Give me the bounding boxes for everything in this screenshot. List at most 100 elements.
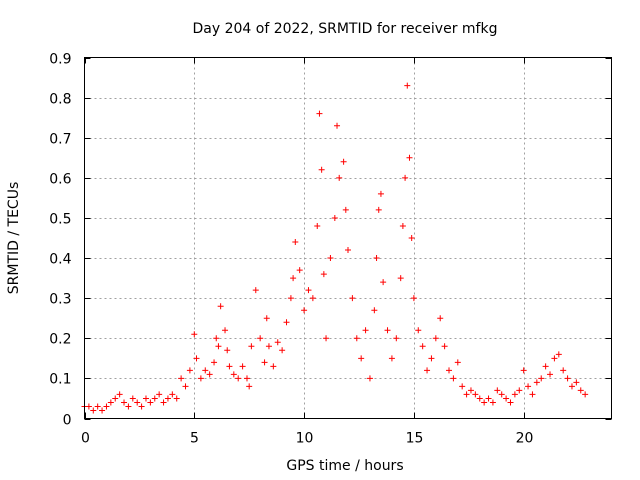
data-point <box>564 375 571 382</box>
data-point <box>279 347 286 354</box>
data-point <box>211 359 218 366</box>
data-point <box>334 122 341 129</box>
data-point <box>138 403 145 410</box>
data-point <box>450 375 457 382</box>
data-point <box>476 395 483 402</box>
data-point <box>377 190 384 197</box>
data-point <box>191 331 198 338</box>
data-point <box>283 319 290 326</box>
data-point <box>121 399 128 406</box>
data-point <box>248 343 255 350</box>
data-point <box>424 367 431 374</box>
data-point <box>340 158 347 165</box>
axis-tick-labels: 0 0.1 0.2 0.3 0.4 0.5 0.6 0.7 0.8 0.9 0 5 10 15 20 <box>49 52 533 447</box>
y-tick-label: 0.2 <box>49 332 71 348</box>
y-axis-label: SRMTID / TECUs <box>6 182 22 295</box>
data-point <box>316 110 323 117</box>
data-point <box>309 295 316 302</box>
srmtid-series <box>81 82 589 414</box>
data-point <box>446 367 453 374</box>
data-point <box>160 399 167 406</box>
data-point <box>156 391 163 398</box>
data-point <box>213 335 220 342</box>
data-point <box>182 383 189 390</box>
data-point <box>224 347 231 354</box>
data-point <box>314 222 321 229</box>
data-point <box>263 315 270 322</box>
data-point <box>463 391 470 398</box>
data-point <box>112 395 119 402</box>
y-tick-label: 0 <box>63 413 72 429</box>
data-point <box>410 295 417 302</box>
data-point <box>373 255 380 262</box>
data-point <box>489 399 496 406</box>
data-point <box>397 275 404 282</box>
y-tick-label: 0.9 <box>49 52 71 68</box>
y-tick-label: 0.5 <box>49 212 71 228</box>
y-tick-label: 0.8 <box>49 92 71 108</box>
data-point <box>441 343 448 350</box>
data-point <box>342 206 349 213</box>
data-point <box>419 343 426 350</box>
data-point <box>222 327 229 334</box>
data-point <box>301 307 308 314</box>
data-point <box>573 379 580 386</box>
data-point <box>235 375 242 382</box>
data-point <box>173 395 180 402</box>
data-point <box>261 359 268 366</box>
data-point <box>529 391 536 398</box>
y-tick-label: 0.7 <box>49 132 71 148</box>
data-point <box>147 399 154 406</box>
data-point <box>206 371 213 378</box>
data-point <box>349 295 356 302</box>
data-point <box>116 391 123 398</box>
data-point <box>437 315 444 322</box>
data-point <box>85 403 92 410</box>
data-point <box>399 222 406 229</box>
x-tick-label: 20 <box>516 431 534 447</box>
data-point <box>270 363 277 370</box>
data-point <box>551 355 558 362</box>
data-point <box>99 407 106 414</box>
data-point <box>178 375 185 382</box>
data-point <box>353 335 360 342</box>
data-point <box>467 387 474 394</box>
data-point <box>125 403 132 410</box>
data-point <box>215 343 222 350</box>
data-point <box>327 255 334 262</box>
x-axis-label: GPS time / hours <box>286 458 403 474</box>
data-point <box>516 387 523 394</box>
data-point <box>107 399 114 406</box>
y-tick-label: 0.4 <box>49 252 71 268</box>
data-point <box>384 327 391 334</box>
data-point <box>498 391 505 398</box>
chart-title: Day 204 of 2022, SRMTID for receiver mfk… <box>193 21 498 37</box>
data-point <box>296 267 303 274</box>
data-point <box>555 351 562 358</box>
data-point <box>375 206 382 213</box>
data-point <box>243 375 250 382</box>
data-point <box>428 355 435 362</box>
data-point <box>393 335 400 342</box>
data-point <box>323 335 330 342</box>
data-point <box>459 383 466 390</box>
data-point <box>164 395 171 402</box>
data-point <box>404 82 411 89</box>
data-point <box>287 295 294 302</box>
data-point <box>358 355 365 362</box>
x-tick-label: 5 <box>190 431 199 447</box>
data-point <box>568 383 575 390</box>
data-point <box>292 239 299 246</box>
data-point <box>129 395 136 402</box>
data-point <box>305 287 312 294</box>
data-point <box>318 166 325 173</box>
data-point <box>366 375 373 382</box>
data-point <box>503 395 510 402</box>
data-point <box>230 371 237 378</box>
data-point <box>511 391 518 398</box>
data-point <box>454 359 461 366</box>
data-point <box>257 335 264 342</box>
data-point <box>345 247 351 254</box>
data-point <box>371 307 378 314</box>
